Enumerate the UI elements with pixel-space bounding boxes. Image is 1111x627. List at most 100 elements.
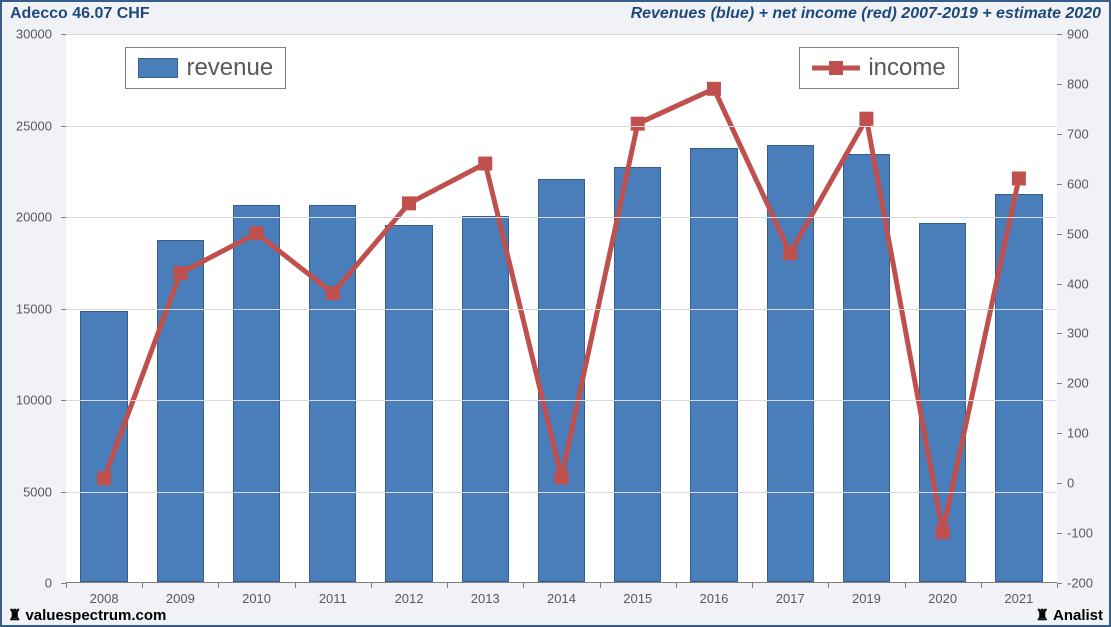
income-line-path <box>104 89 1019 532</box>
x-tick-label: 2015 <box>623 591 652 606</box>
y-left-tick-label: 10000 <box>16 393 52 408</box>
x-tick-label: 2021 <box>1004 591 1033 606</box>
gridline <box>66 34 1057 35</box>
rook-icon: ♜ <box>8 606 21 624</box>
x-tick <box>828 583 829 588</box>
x-tick-label: 2014 <box>547 591 576 606</box>
x-tick <box>523 583 524 588</box>
income-marker <box>936 525 950 539</box>
y-right-tick <box>1057 533 1062 534</box>
income-marker <box>250 226 264 240</box>
gridline <box>66 492 1057 493</box>
y-right-tick-label: 900 <box>1067 27 1089 42</box>
header-right-title: Revenues (blue) + net income (red) 2007-… <box>631 5 1101 23</box>
legend-income-swatch <box>812 56 860 80</box>
legend-revenue-swatch <box>138 58 178 78</box>
x-tick <box>218 583 219 588</box>
legend-income: income <box>799 47 958 89</box>
chart-footer: ♜ valuespectrum.com ♜ Analist <box>2 606 1109 624</box>
y-right-tick-label: 400 <box>1067 276 1089 291</box>
footer-right-text: Analist <box>1053 607 1103 624</box>
x-tick-label: 2010 <box>242 591 271 606</box>
x-tick <box>447 583 448 588</box>
x-tick-label: 2008 <box>90 591 119 606</box>
x-tick <box>981 583 982 588</box>
y-right-tick-label: -100 <box>1067 526 1093 541</box>
x-tick-label: 2012 <box>395 591 424 606</box>
y-right-tick <box>1057 383 1062 384</box>
y-left-tick <box>61 217 66 218</box>
gridline <box>66 217 1057 218</box>
y-left-tick <box>61 309 66 310</box>
legend-revenue-label: revenue <box>186 54 273 82</box>
income-marker <box>707 82 721 96</box>
y-right-tick-label: 200 <box>1067 376 1089 391</box>
y-right-tick <box>1057 483 1062 484</box>
chart-header: Adecco 46.07 CHF Revenues (blue) + net i… <box>2 2 1109 26</box>
y-left-tick <box>61 34 66 35</box>
x-tick-label: 2009 <box>166 591 195 606</box>
y-right-tick <box>1057 134 1062 135</box>
x-tick <box>600 583 601 588</box>
x-tick-label: 2011 <box>319 591 347 606</box>
x-tick-label: 2013 <box>471 591 500 606</box>
x-tick-label: 2016 <box>699 591 728 606</box>
x-tick <box>295 583 296 588</box>
x-tick <box>371 583 372 588</box>
x-tick <box>676 583 677 588</box>
x-tick <box>142 583 143 588</box>
y-left-tick-label: 25000 <box>16 118 52 133</box>
y-left-tick <box>61 400 66 401</box>
y-right-tick-label: 300 <box>1067 326 1089 341</box>
x-tick-label: 2019 <box>852 591 881 606</box>
income-marker <box>402 196 416 210</box>
x-tick <box>905 583 906 588</box>
footer-left-text: valuespectrum.com <box>25 607 166 624</box>
gridline <box>66 309 1057 310</box>
x-tick <box>752 583 753 588</box>
x-tick <box>1057 583 1058 588</box>
y-right-tick <box>1057 284 1062 285</box>
y-left-tick <box>61 126 66 127</box>
y-right-tick <box>1057 333 1062 334</box>
y-right-tick <box>1057 184 1062 185</box>
y-right-tick-label: 500 <box>1067 226 1089 241</box>
y-left-tick-label: 30000 <box>16 27 52 42</box>
y-left-tick <box>61 492 66 493</box>
income-marker <box>97 471 111 485</box>
income-marker <box>326 286 340 300</box>
y-right-tick-label: 800 <box>1067 76 1089 91</box>
y-left-tick-label: 5000 <box>23 484 52 499</box>
y-right-tick <box>1057 34 1062 35</box>
rook-icon: ♜ <box>1036 606 1049 624</box>
income-marker <box>555 470 569 484</box>
header-left-title: Adecco 46.07 CHF <box>10 5 150 23</box>
x-tick-label: 2017 <box>776 591 805 606</box>
y-right-tick-label: -200 <box>1067 576 1093 591</box>
legend-revenue: revenue <box>125 47 286 89</box>
y-right-tick <box>1057 234 1062 235</box>
legend-income-label: income <box>868 54 945 82</box>
y-right-tick <box>1057 433 1062 434</box>
y-right-tick-label: 700 <box>1067 126 1089 141</box>
plot-area <box>66 34 1057 583</box>
footer-left: ♜ valuespectrum.com <box>8 606 166 624</box>
x-tick <box>66 583 67 588</box>
y-right-tick-label: 100 <box>1067 426 1089 441</box>
y-right-tick-label: 0 <box>1067 476 1074 491</box>
income-marker <box>478 157 492 171</box>
income-marker <box>1012 171 1026 185</box>
gridline <box>66 400 1057 401</box>
y-left-tick-label: 0 <box>45 576 52 591</box>
x-tick-label: 2020 <box>928 591 957 606</box>
income-marker <box>631 117 645 131</box>
footer-right: ♜ Analist <box>1036 606 1103 624</box>
gridline <box>66 126 1057 127</box>
chart-container: Adecco 46.07 CHF Revenues (blue) + net i… <box>0 0 1111 627</box>
income-marker <box>173 266 187 280</box>
y-left-tick-label: 20000 <box>16 210 52 225</box>
y-right-tick <box>1057 84 1062 85</box>
y-left-tick-label: 15000 <box>16 301 52 316</box>
income-marker <box>783 246 797 260</box>
y-right-tick-label: 600 <box>1067 176 1089 191</box>
